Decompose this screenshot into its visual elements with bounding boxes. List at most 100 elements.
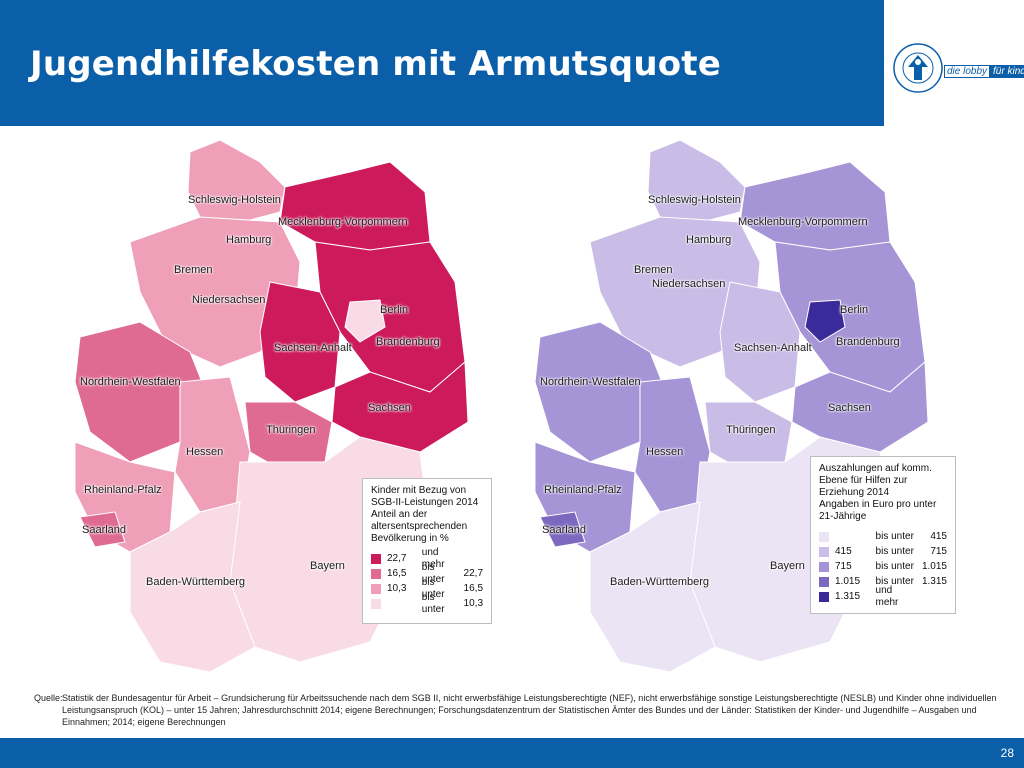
region-mecklenburg bbox=[739, 161, 891, 251]
footer-bar: 28 bbox=[0, 738, 1024, 768]
legend-swatch bbox=[819, 591, 829, 602]
region-saarland bbox=[539, 511, 586, 548]
label-brandenburg: Brandenburg bbox=[376, 336, 440, 348]
label-hamburg: Hamburg bbox=[226, 234, 272, 246]
legend-swatch bbox=[371, 553, 381, 564]
label-schleswig-holstein: Schleswig-Holstein bbox=[648, 194, 741, 206]
right-legend-row: 1.315 und mehr bbox=[819, 585, 947, 608]
legend-from: 10,3 bbox=[387, 582, 407, 594]
label-sachsen: Sachsen bbox=[828, 402, 871, 414]
region-sachsen bbox=[791, 360, 929, 453]
left-legend-row: 10,3 bis unter 16,5 bbox=[371, 577, 483, 600]
label-berlin: Berlin bbox=[380, 304, 409, 316]
region-schleswig-holstein bbox=[187, 139, 286, 225]
right-legend-row: bis unter 415 bbox=[819, 529, 947, 544]
legend-to: 715 bbox=[930, 545, 947, 557]
label-saarland: Saarland bbox=[82, 524, 127, 536]
label-rheinland-pfalz: Rheinland-Pfalz bbox=[84, 484, 162, 496]
legend-op: bis unter bbox=[875, 530, 914, 542]
label-niedersachsen: Niedersachsen bbox=[652, 278, 726, 290]
legend-op: bis unter bbox=[875, 545, 914, 557]
label-thueringen: Thüringen bbox=[726, 424, 776, 436]
label-baden-wuerttemberg: Baden-Württemberg bbox=[146, 576, 246, 588]
legend-op: und mehr bbox=[421, 546, 445, 570]
source-label: Quelle: bbox=[34, 693, 63, 703]
label-berlin: Berlin bbox=[840, 304, 869, 316]
label-mecklenburg-vorpommern: Mecklenburg-Vorpommern bbox=[278, 216, 408, 228]
slide-title: Jugendhilfekosten mit Armutsquote bbox=[30, 44, 721, 84]
legend-op: bis unter bbox=[421, 591, 445, 615]
left-legend-title: Kinder mit Bezug von SGB-II-Leistungen 2… bbox=[371, 485, 479, 544]
legend-from: 1.015 bbox=[835, 575, 861, 587]
label-brandenburg: Brandenburg bbox=[836, 336, 900, 348]
region-baden-wuerttemberg bbox=[129, 501, 256, 673]
right-legend-row: 1.015 bis unter 1.315 bbox=[819, 574, 947, 589]
dksb-logo-icon bbox=[893, 43, 943, 93]
region-baden-wuerttemberg bbox=[589, 501, 716, 673]
region-sachsen-anhalt bbox=[259, 281, 341, 403]
right-map-legend: Auszahlungen auf komm. Ebene für Hilfen … bbox=[810, 456, 956, 614]
legend-op: bis unter bbox=[875, 560, 914, 572]
label-saarland: Saarland bbox=[542, 524, 587, 536]
legend-to: 22,7 bbox=[463, 567, 484, 579]
legend-swatch bbox=[819, 561, 829, 572]
left-legend-row: 22,7 und mehr bbox=[371, 547, 483, 570]
label-mecklenburg-vorpommern: Mecklenburg-Vorpommern bbox=[738, 216, 868, 228]
legend-from: 1.315 bbox=[835, 590, 861, 602]
right-legend-row: 715 bis unter 1.015 bbox=[819, 559, 947, 574]
legend-from: 22,7 bbox=[387, 552, 407, 564]
region-berlin bbox=[344, 299, 386, 343]
region-berlin bbox=[804, 299, 846, 343]
region-schleswig-holstein bbox=[647, 139, 746, 225]
left-legend-row: bis unter 10,3 bbox=[371, 592, 484, 615]
region-brandenburg bbox=[774, 241, 926, 393]
label-thueringen: Thüringen bbox=[266, 424, 316, 436]
region-sachsen-anhalt bbox=[719, 281, 801, 403]
label-bayern: Bayern bbox=[310, 560, 345, 572]
left-legend-row: 16,5 bis unter 22,7 bbox=[371, 562, 484, 585]
region-mecklenburg bbox=[279, 161, 431, 251]
label-schleswig-holstein: Schleswig-Holstein bbox=[188, 194, 281, 206]
label-bremen: Bremen bbox=[634, 264, 673, 276]
label-hessen: Hessen bbox=[646, 446, 684, 458]
legend-op: bis unter bbox=[875, 575, 914, 587]
label-sachsen-anhalt: Sachsen-Anhalt bbox=[274, 342, 352, 354]
region-brandenburg bbox=[314, 241, 466, 393]
legend-swatch bbox=[819, 546, 829, 557]
legend-swatch bbox=[819, 576, 829, 587]
legend-from: 16,5 bbox=[387, 567, 407, 579]
legend-swatch bbox=[371, 568, 381, 579]
label-niedersachsen: Niedersachsen bbox=[192, 294, 266, 306]
tagline-b: für kinder bbox=[990, 65, 1024, 78]
label-hessen: Hessen bbox=[186, 446, 224, 458]
left-map-legend: Kinder mit Bezug von SGB-II-Leistungen 2… bbox=[362, 478, 492, 624]
legend-op: bis unter bbox=[421, 576, 445, 600]
legend-to: 415 bbox=[930, 530, 947, 542]
legend-to: 1.315 bbox=[921, 575, 947, 587]
legend-from: 415 bbox=[835, 545, 852, 557]
label-sachsen-anhalt: Sachsen-Anhalt bbox=[734, 342, 812, 354]
right-legend-row: 415 bis unter 715 bbox=[819, 544, 947, 559]
right-legend-title: Auszahlungen auf komm. Ebene für Hilfen … bbox=[819, 463, 937, 522]
legend-from: 715 bbox=[835, 560, 852, 572]
label-nordrhein-westfalen: Nordrhein-Westfalen bbox=[540, 376, 641, 388]
label-rheinland-pfalz: Rheinland-Pfalz bbox=[544, 484, 622, 496]
source-text: Statistik der Bundesagentur für Arbeit –… bbox=[62, 693, 997, 727]
legend-op: bis unter bbox=[421, 561, 445, 585]
legend-to: 1.015 bbox=[921, 560, 947, 572]
label-bayern: Bayern bbox=[770, 560, 805, 572]
legend-op: und mehr bbox=[875, 584, 899, 608]
region-sachsen bbox=[331, 360, 469, 453]
legend-to: 10,3 bbox=[463, 597, 484, 609]
legend-swatch bbox=[371, 583, 381, 594]
legend-swatch bbox=[371, 598, 381, 609]
tagline-a: die lobby bbox=[944, 65, 991, 78]
region-saarland bbox=[79, 511, 126, 548]
header-bar: Jugendhilfekosten mit Armutsquote bbox=[0, 0, 884, 126]
page-number: 28 bbox=[1000, 746, 1014, 760]
label-baden-wuerttemberg: Baden-Württemberg bbox=[610, 576, 710, 588]
label-hamburg: Hamburg bbox=[686, 234, 732, 246]
label-sachsen: Sachsen bbox=[368, 402, 411, 414]
